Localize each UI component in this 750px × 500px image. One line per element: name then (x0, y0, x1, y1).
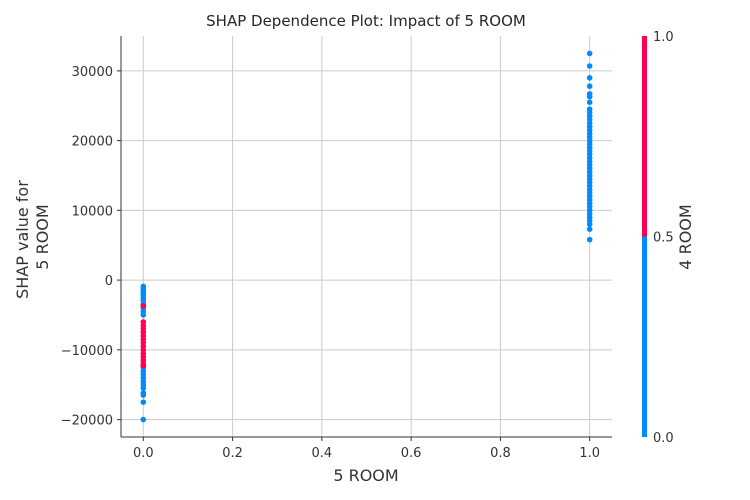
y-tick-label: −10000 (61, 344, 113, 359)
y-axis-ticks: −20000 −10000 0 10000 20000 30000 (61, 65, 121, 429)
data-point (140, 283, 147, 290)
data-point (140, 416, 147, 423)
y-tick-label: 0 (105, 274, 113, 289)
x-tick-label: 0.8 (490, 446, 511, 461)
data-point (586, 226, 593, 232)
data-point (140, 303, 147, 309)
data-point (586, 50, 593, 57)
data-point (586, 106, 593, 113)
y-tick-label: 10000 (72, 204, 113, 219)
x-tick-label: 0.0 (133, 446, 154, 461)
data-point (586, 91, 593, 97)
data-point (586, 63, 593, 69)
y-tick-label: −20000 (61, 414, 113, 429)
colorbar-tick-label: 0.5 (653, 231, 674, 246)
x-tick-label: 1.0 (579, 446, 600, 461)
y-axis-label-line-2: 5 ROOM (33, 204, 52, 269)
x-tick-label: 0.4 (312, 446, 333, 461)
y-tick-label: 20000 (72, 135, 113, 150)
data-point (140, 390, 147, 396)
x-axis-ticks: 0.0 0.2 0.4 0.6 0.8 1.0 (133, 437, 600, 461)
grid-lines (121, 36, 612, 437)
colorbar-tick-label: 0.0 (653, 431, 674, 446)
data-point (140, 399, 147, 405)
chart-title: SHAP Dependence Plot: Impact of 5 ROOM (206, 12, 526, 30)
y-axis-label: SHAP value for 5 ROOM (13, 175, 52, 299)
y-axis-label-line-1: SHAP value for (13, 180, 32, 299)
y-tick-label: 30000 (72, 65, 113, 80)
data-point (586, 83, 593, 90)
axes (120, 36, 612, 438)
data-point (586, 99, 593, 106)
x-axis-label: 5 ROOM (333, 466, 398, 485)
x-tick-label: 0.2 (222, 446, 243, 461)
data-points (140, 50, 593, 423)
colorbar (642, 36, 647, 437)
colorbar-tick-label: 1.0 (653, 30, 674, 45)
x-tick-label: 0.6 (401, 446, 422, 461)
data-point (586, 236, 593, 243)
colorbar-label: 4 ROOM (676, 204, 695, 269)
colorbar-ticks: 0.0 0.5 1.0 (653, 30, 674, 446)
data-point (586, 75, 593, 81)
data-point (140, 363, 147, 369)
